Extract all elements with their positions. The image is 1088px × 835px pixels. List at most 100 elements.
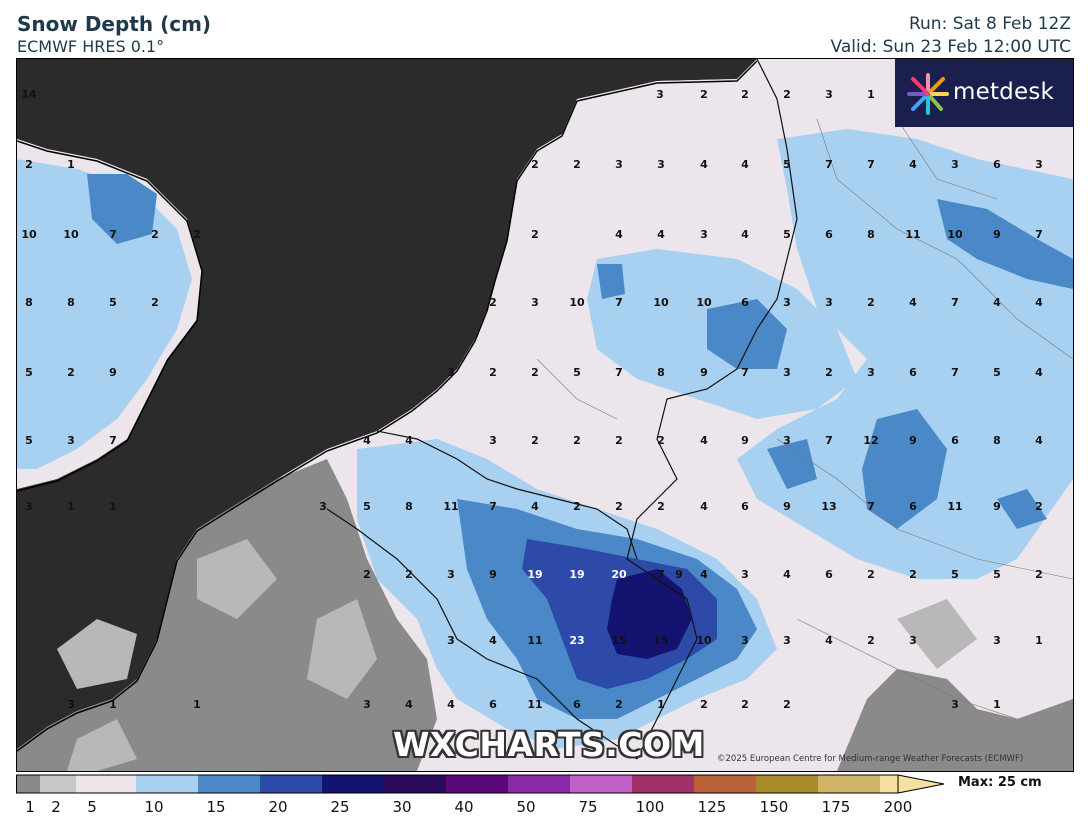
- scale-cell: [260, 775, 322, 793]
- snow-depth-value: 11: [527, 698, 542, 711]
- snow-depth-value: 3: [531, 296, 539, 309]
- snow-depth-value: 10: [653, 296, 669, 309]
- snow-depth-value: 6: [741, 296, 749, 309]
- snow-depth-value: 2: [741, 698, 749, 711]
- snow-depth-value: 3: [319, 500, 327, 513]
- scale-tick-label: 1: [25, 798, 35, 816]
- snow-depth-value: 3: [656, 88, 664, 101]
- snow-depth-value: 8: [867, 228, 875, 241]
- snow-depth-value: 2: [531, 366, 539, 379]
- snow-depth-value: 1: [67, 500, 75, 513]
- scale-cell: [40, 775, 76, 793]
- snow-depth-map[interactable]: 1 4 3 2 2 2 3 1 2 1 2 2 3 3 4 4 5 7 7 4 3 6 3 10 10 7 2 2 2 4 4 3 4 5 6 8 11…: [16, 58, 1074, 772]
- scale-tick-label: 175: [821, 798, 851, 816]
- snow-depth-value: 7: [615, 366, 623, 379]
- color-scale-bar: [16, 774, 945, 794]
- copyright-notice: ©2025 European Centre for Medium-range W…: [717, 754, 1024, 764]
- country-borders: [326, 59, 798, 760]
- scale-cell: [880, 775, 898, 793]
- snow-depth-value: 4: [489, 634, 497, 647]
- snow-depth-value: 10: [947, 228, 963, 241]
- snow-depth-value: 5: [25, 366, 33, 379]
- snow-depth-value: 1: [193, 698, 201, 711]
- snow-depth-value: 2: [1035, 568, 1043, 581]
- snow-depth-value: 3: [825, 88, 833, 101]
- snow-depth-value: 4: [615, 228, 623, 241]
- snow-depth-value: 4: [700, 500, 708, 513]
- snow-depth-value: 2: [657, 434, 665, 447]
- value-labels-layer: 1 4 3 2 2 2 3 1 2 1 2 2 3 3 4 4 5 7 7 4 3 6 3 10 10 7 2 2 2 4 4 3 4 5 6 8 11…: [21, 88, 1043, 711]
- snow-depth-value: 2: [1035, 500, 1043, 513]
- snow-depth-value: 4: [657, 228, 665, 241]
- snow-depth-value: 4: [700, 568, 708, 581]
- snow-depth-value: 7: [867, 500, 875, 513]
- snow-depth-value: 5: [25, 434, 33, 447]
- snow-depth-value: 7: [657, 568, 665, 581]
- snow-depth-value: 4: [447, 698, 455, 711]
- snow-depth-value: 7: [741, 366, 749, 379]
- snow-depth-value: 1: [67, 158, 75, 171]
- snow-depth-value: 11: [443, 500, 458, 513]
- snow-depth-value: 7: [109, 434, 117, 447]
- scale-cell: [756, 775, 818, 793]
- map-title: Snow Depth (cm): [17, 12, 212, 36]
- scale-arrow-icon: [897, 774, 945, 794]
- max-value-label: Max: 25 cm: [958, 775, 1042, 790]
- snow-depth-value: 9: [909, 434, 917, 447]
- snow-depth-value: 10: [696, 634, 712, 647]
- snow-depth-value: 4: [909, 158, 917, 171]
- snow-depth-value: 15: [653, 634, 668, 647]
- scale-cell: [818, 775, 880, 793]
- snow-depth-value: 7: [825, 434, 833, 447]
- snow-depth-value: 4: [700, 434, 708, 447]
- snow-depth-value: 2: [67, 366, 75, 379]
- snow-depth-value: 2: [615, 434, 623, 447]
- scale-cell: [446, 775, 508, 793]
- snow-depth-value: 2: [867, 296, 875, 309]
- scale-tick-label: 50: [516, 798, 536, 816]
- snow-depth-value: 2: [363, 568, 371, 581]
- snow-depth-value: 4: [993, 296, 1001, 309]
- snow-depth-value: 7: [1035, 228, 1043, 241]
- scale-cell: [508, 775, 570, 793]
- snow-depth-value: 3: [67, 698, 75, 711]
- snow-10-15-uk: [87, 174, 157, 244]
- run-time: Run: Sat 8 Feb 12Z: [908, 14, 1071, 34]
- snow-depth-value: 5: [573, 366, 581, 379]
- snow-depth-value: 6: [489, 698, 497, 711]
- wxcharts-watermark: WXCHARTS.COM: [393, 725, 705, 764]
- snow-depth-value: 3: [67, 434, 75, 447]
- snow-depth-value: 7: [825, 158, 833, 171]
- snow-depth-value: 6: [993, 158, 1001, 171]
- coastline: [17, 60, 758, 752]
- snow-depth-value: 2: [867, 634, 875, 647]
- snow-depth-value: 2: [151, 296, 159, 309]
- snow-depth-value: 3: [741, 568, 749, 581]
- snow-depth-value: 13: [821, 500, 836, 513]
- snow-10-15-north: [597, 264, 787, 369]
- scale-cell: [136, 775, 198, 793]
- snow-depth-value: 6: [909, 366, 917, 379]
- snow-depth-value: 5: [993, 568, 1001, 581]
- snow-depth-value: 2: [700, 88, 708, 101]
- snow-depth-value: 3: [951, 698, 959, 711]
- snow-depth-value: 9: [783, 500, 791, 513]
- snow-depth-value: 3: [700, 228, 708, 241]
- snow-depth-value: 9: [993, 500, 1001, 513]
- scale-cell: [694, 775, 756, 793]
- snow-depth-value: 2: [783, 88, 791, 101]
- snow-depth-value: 3: [951, 158, 959, 171]
- snow-depth-value: 4: [783, 568, 791, 581]
- snow-5-10-uk: [17, 159, 192, 469]
- snow-depth-value: 2: [741, 88, 749, 101]
- snow-depth-value: 4: [741, 158, 749, 171]
- snow-depth-value: 6: [825, 568, 833, 581]
- snow-depth-value: 5: [993, 366, 1001, 379]
- snow-depth-value: 3: [25, 500, 33, 513]
- snow-depth-value: 3: [993, 634, 1001, 647]
- snow-depth-value: 11: [947, 500, 962, 513]
- model-subtitle: ECMWF HRES 0.1°: [17, 37, 165, 56]
- sea-area: [17, 59, 757, 749]
- snow-depth-value: 2: [615, 500, 623, 513]
- snow-depth-value: 3: [447, 568, 455, 581]
